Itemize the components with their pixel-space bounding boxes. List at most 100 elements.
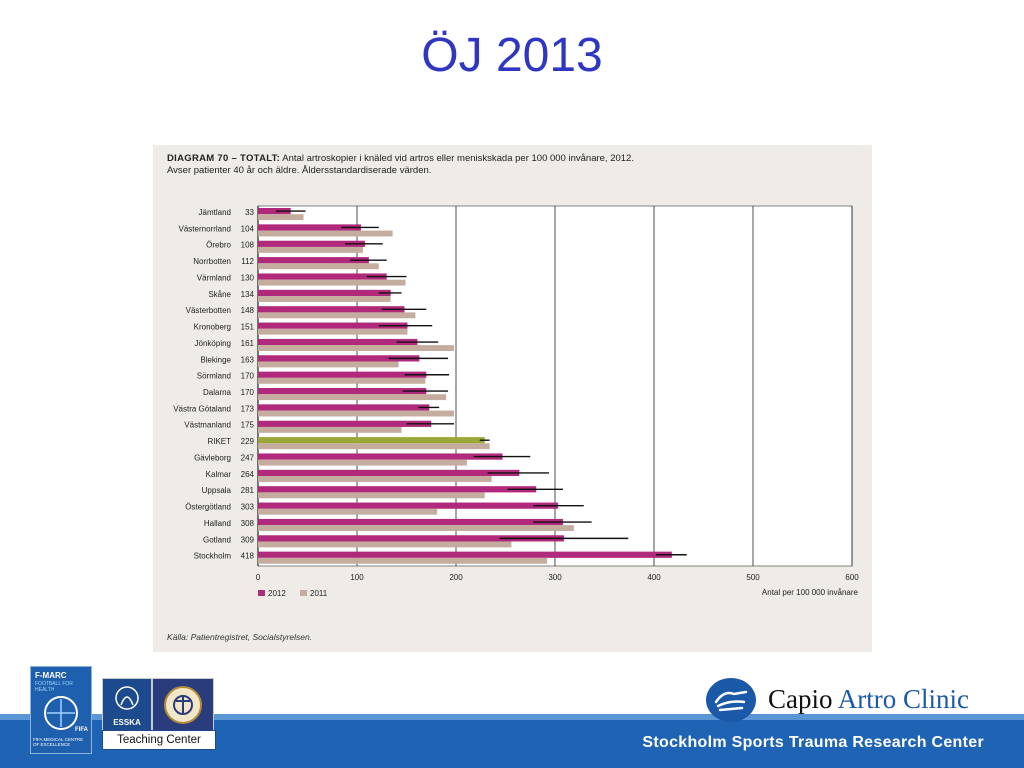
emblem-icon — [164, 686, 202, 724]
category-value-label: 161 — [241, 339, 255, 348]
bar-2011 — [258, 345, 455, 352]
bar-2012 — [258, 371, 427, 378]
bar-2012 — [258, 502, 558, 509]
bar-2012 — [258, 289, 391, 297]
fmarc-logo: F-MARC FOOTBALL FOR HEALTH FIFA MEDICAL … — [30, 666, 92, 754]
category-label: Östergötland — [185, 503, 231, 512]
fmarc-logo-bottom: FIFA MEDICAL CENTRE OF EXCELLENCE — [33, 737, 84, 747]
heading-line2: Avser patienter 40 år och äldre. Ålderss… — [167, 165, 432, 176]
category-label: Halland — [204, 519, 231, 528]
category-label: Kalmar — [206, 470, 232, 479]
category-label: Gotland — [203, 535, 231, 544]
chart-source: Källa: Patientregistret, Socialstyrelsen… — [167, 632, 313, 642]
chart-heading: DIAGRAM 70 – TOTALT: Antal artroskopier … — [167, 153, 634, 177]
x-tick-label: 200 — [449, 573, 463, 582]
bar-2011 — [258, 525, 574, 532]
category-label: Sörmland — [197, 372, 231, 381]
category-value-label: 112 — [241, 257, 254, 266]
diagram-label: DIAGRAM 70 – TOTALT: — [167, 153, 281, 164]
football-icon — [44, 696, 78, 730]
bar-2011 — [258, 492, 485, 499]
category-value-label: 247 — [241, 453, 255, 462]
footer-text: Stockholm Sports Trauma Research Center — [642, 734, 984, 751]
bar-2012 — [258, 322, 408, 329]
bar-2011 — [258, 443, 490, 450]
bar-2011 — [258, 541, 512, 548]
category-value-label: 148 — [241, 306, 255, 315]
fmarc-logo-title: F-MARC — [35, 671, 67, 680]
category-value-label: 163 — [241, 355, 255, 364]
category-value-label: 309 — [241, 535, 255, 544]
category-value-label: 170 — [241, 388, 255, 397]
bar-2012 — [258, 388, 427, 395]
category-label: Skåne — [208, 290, 231, 299]
bar-2011 — [258, 230, 393, 237]
bar-2011 — [258, 557, 548, 564]
bar-2011 — [258, 279, 406, 286]
category-label: Norrbotten — [193, 257, 231, 266]
category-value-label: 264 — [241, 470, 255, 479]
category-value-label: 303 — [241, 503, 255, 512]
bar-2012 — [258, 208, 291, 215]
bar-2011 — [258, 246, 363, 253]
category-label: Gävleborg — [194, 453, 231, 462]
bar-2011 — [258, 410, 455, 417]
bar-2011 — [258, 508, 438, 515]
category-value-label: 281 — [241, 486, 255, 495]
bar-2012 — [258, 355, 420, 362]
legend-swatch-2011 — [300, 590, 307, 596]
category-value-label: 418 — [241, 552, 255, 561]
iocsm-logo — [152, 678, 214, 732]
bar-2011 — [258, 312, 416, 319]
knee-icon — [115, 686, 139, 710]
bar-2012 — [258, 486, 537, 493]
bar-2012 — [258, 551, 672, 558]
bar-2011 — [258, 394, 447, 401]
legend-label-2011: 2011 — [310, 589, 328, 598]
category-label: Västernorrland — [179, 224, 231, 233]
category-label: Jönköping — [195, 339, 231, 348]
slide-title: ÖJ 2013 — [421, 29, 603, 82]
category-label: Uppsala — [202, 486, 232, 495]
bar-2012 — [258, 338, 418, 346]
category-value-label: 151 — [241, 323, 255, 332]
bar-2012 — [258, 420, 432, 427]
bar-2012 — [258, 306, 405, 313]
bar-2012 — [258, 257, 369, 264]
bar-2011 — [258, 296, 391, 302]
bar-2011 — [258, 361, 399, 368]
esska-label: ESSKA — [113, 718, 141, 727]
bar-2011 — [258, 328, 408, 335]
x-tick-label: 100 — [350, 573, 364, 582]
category-value-label: 33 — [245, 208, 254, 217]
legend-swatch-2012 — [258, 590, 265, 596]
category-value-label: 308 — [241, 519, 255, 528]
category-value-label: 173 — [241, 404, 255, 413]
esska-logo: ESSKA — [102, 678, 152, 732]
category-label: Värmland — [197, 273, 231, 282]
category-value-label: 108 — [241, 241, 255, 250]
bar-2012 — [258, 453, 503, 460]
x-tick-label: 600 — [845, 573, 859, 582]
bar-2012 — [258, 518, 563, 526]
capio-clinic-name: Artro Clinic — [837, 684, 969, 714]
heading-line1: Antal artroskopier i knäled vid artros e… — [282, 153, 634, 164]
bar-2011 — [258, 377, 426, 384]
bar-2012 — [258, 224, 361, 231]
fmarc-logo-subtitle: FOOTBALL FOR HEALTH — [35, 681, 73, 693]
x-axis-title: Antal per 100 000 invånare — [762, 588, 859, 597]
footer-band-stripe — [0, 714, 1024, 720]
bar-2011 — [258, 426, 402, 433]
teaching-center-label: Teaching Center — [102, 730, 216, 750]
hand-icon — [706, 678, 756, 722]
category-value-label: 170 — [241, 372, 255, 381]
category-label: RIKET — [207, 437, 231, 446]
x-tick-label: 400 — [647, 573, 661, 582]
bar-2012 — [258, 437, 485, 444]
category-label: Blekinge — [200, 355, 231, 364]
category-value-label: 130 — [241, 273, 255, 282]
category-label: Stockholm — [194, 552, 232, 561]
category-label: Västra Götaland — [173, 404, 231, 413]
category-label: Västmanland — [184, 421, 231, 430]
bar-chart: 0 100 200 300 400 500 600 Antal per 100 000 inv… — [173, 205, 859, 598]
